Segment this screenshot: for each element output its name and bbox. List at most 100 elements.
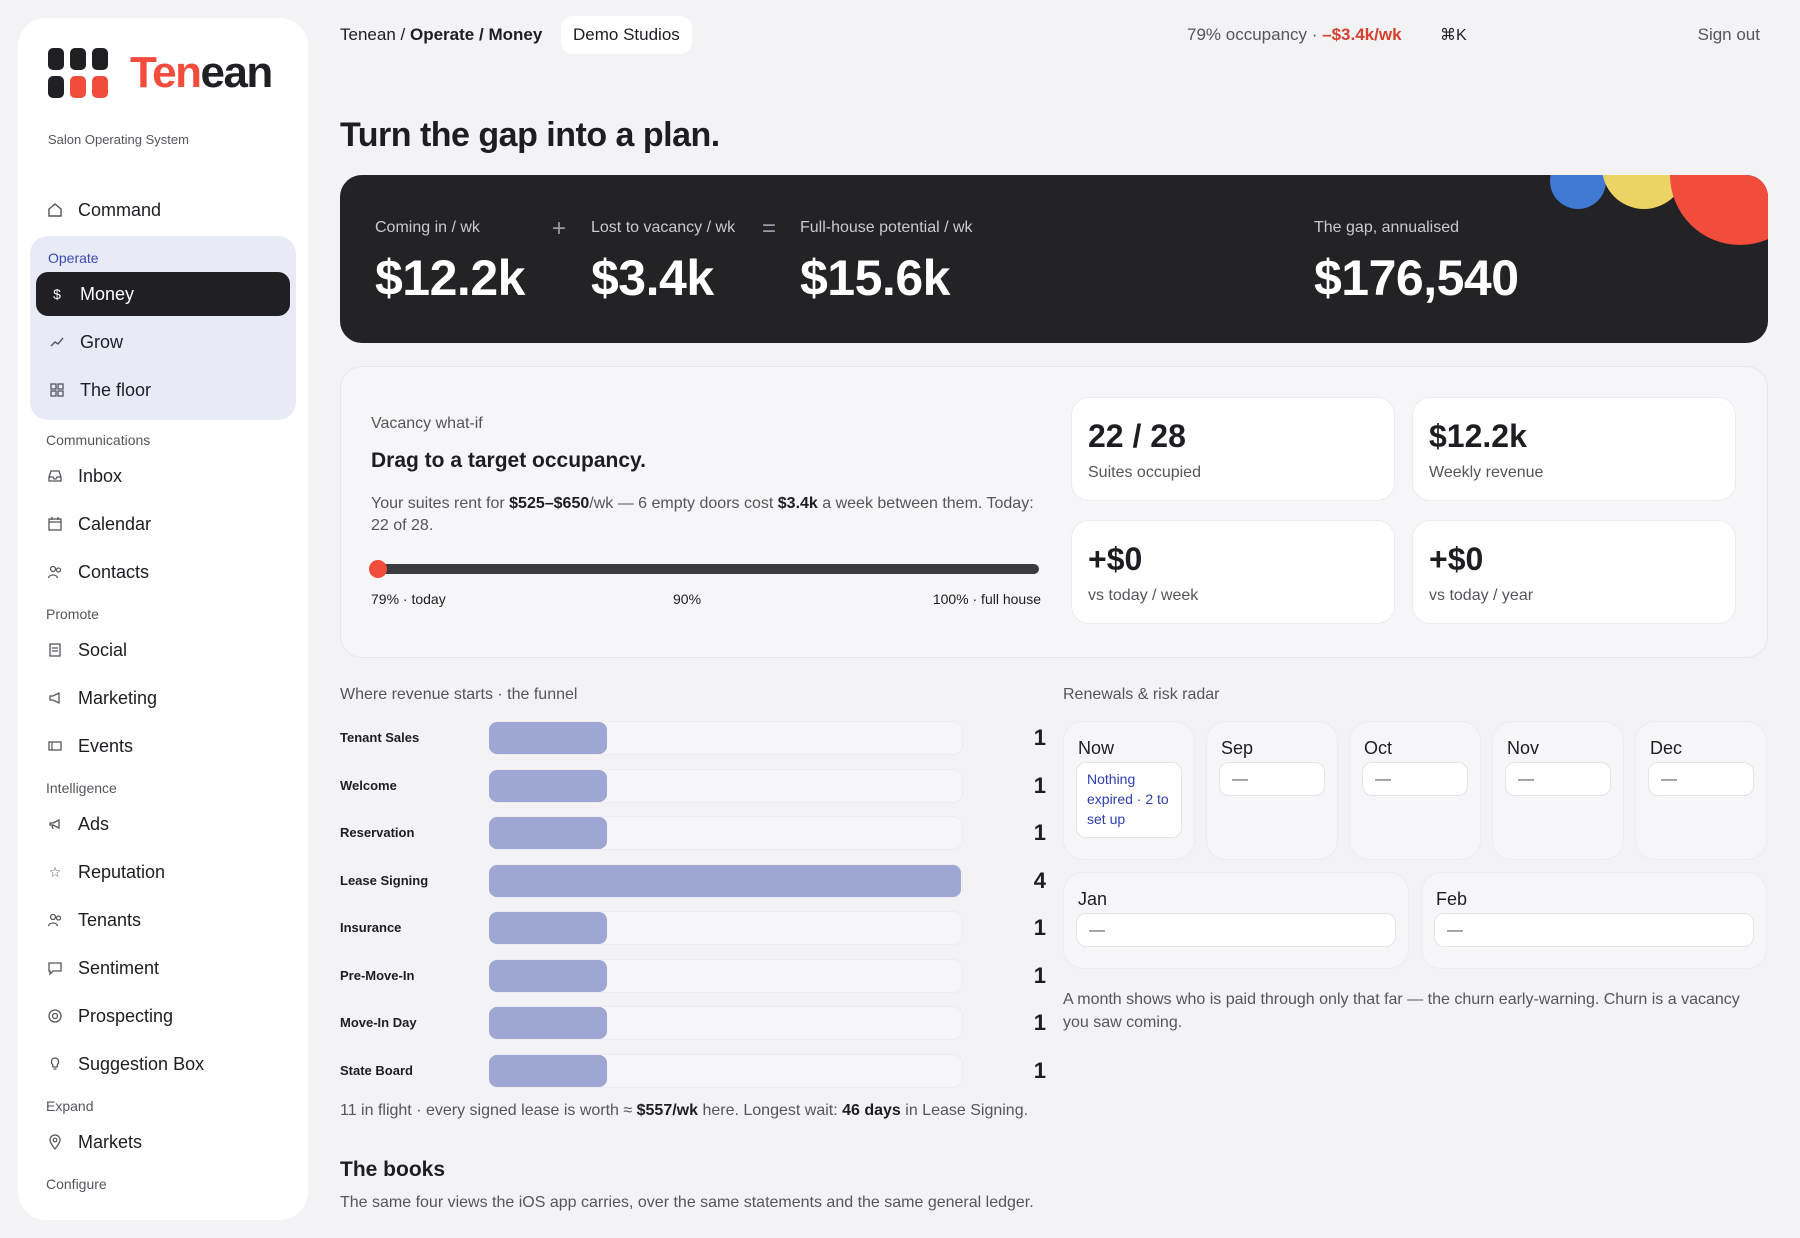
sidebar-item-markets[interactable]: Markets [30,1120,296,1164]
logo[interactable]: Tenean [48,48,273,98]
sidebar-item-the-floor[interactable]: The floor [36,368,290,412]
funnel-row[interactable]: Insurance 1 [340,911,1046,945]
topbar: Tenean / Operate / Money Demo Studios 79… [340,16,1770,56]
funnel-stage-name: Tenant Sales [340,730,420,745]
coming-in-stat: Coming in / wk $12.2k [375,219,525,307]
desc-text: a week between them. Today: 22 of 28. [371,495,1034,534]
funnel-bar [489,817,607,849]
occupancy-slider-handle[interactable] [369,560,387,578]
books-title: The books [340,1158,446,1181]
sidebar-nav: Command Operate $ Money Grow The floor C… [30,188,296,1198]
sidebar-item-calendar[interactable]: Calendar [30,502,296,546]
funnel-count: 1 [1033,915,1046,940]
section-label-promote: Promote [46,606,99,622]
lease-value: $557/wk [636,1102,699,1119]
breadcrumb: Tenean / Operate / Money [340,25,542,45]
stat-card-label: vs today / year [1429,587,1534,604]
month-name: Jan [1078,889,1108,909]
sidebar-item-label: Contacts [78,561,150,582]
longest-wait: 46 days [842,1102,901,1119]
funnel-title: Where revenue starts · the funnel [340,686,578,703]
sidebar-item-reputation[interactable]: ☆ Reputation [30,850,296,894]
sidebar-item-label: Calendar [78,513,152,534]
month-name: Oct [1364,738,1393,758]
funnel-bar [489,912,607,944]
funnel-row[interactable]: Reservation 1 [340,816,1046,850]
vacancy-what-if-panel: Vacancy what-if Drag to a target occupan… [340,366,1768,658]
breadcrumb-separator: / [478,25,484,44]
occupancy-slider[interactable] [369,560,1039,578]
studio-switcher[interactable]: Demo Studios [561,16,692,54]
renewal-month-feb[interactable]: Feb — [1421,872,1767,969]
sidebar-item-events[interactable]: Events [30,724,296,768]
note-text: in Lease Signing. [900,1102,1029,1119]
sidebar-item-label: Suggestion Box [78,1053,205,1074]
funnel-bar [489,722,607,754]
breadcrumb-root[interactable]: Tenean [340,25,396,44]
gap-summary-panel: Coming in / wk $12.2k + Lost to vacancy … [340,175,1768,343]
funnel-stage-name: Move-In Day [340,1015,417,1030]
month-value: — [1648,762,1754,796]
sidebar-item-label: Social [78,639,128,660]
renewal-month-sep[interactable]: Sep — [1206,721,1338,860]
stat-card-label: Suites occupied [1088,464,1201,481]
funnel-note: 11 in flight · every signed lease is wor… [340,1102,1028,1120]
sidebar-item-ads[interactable]: Ads [30,802,296,846]
renewals-note: A month shows who is paid through only t… [1063,991,1740,1031]
funnel-row[interactable]: Pre-Move-In 1 [340,959,1046,993]
renewal-month-nov[interactable]: Nov — [1492,721,1624,860]
bulb-icon [46,1055,64,1073]
page-title: Turn the gap into a plan. [340,116,720,154]
breadcrumb-section[interactable]: Operate [409,25,475,44]
command-palette-shortcut[interactable]: ⌘K [1440,27,1467,44]
sidebar-item-social[interactable]: Social [30,628,296,672]
plus-operator: + [552,215,567,242]
funnel-count: 1 [1033,963,1046,988]
sidebar-item-grow[interactable]: Grow [36,320,290,364]
breadcrumb-page: Money [488,25,543,44]
sidebar-item-inbox[interactable]: Inbox [30,454,296,498]
section-label-configure: Configure [46,1176,107,1192]
stat-card-value: 22 / 28 [1088,418,1186,454]
funnel-bar [489,770,607,802]
sidebar-item-marketing[interactable]: Marketing [30,676,296,720]
funnel-stage-name: Pre-Move-In [340,968,415,983]
note-text: here. Longest wait: [698,1102,843,1119]
sign-out-link[interactable]: Sign out [1697,25,1760,44]
funnel-row[interactable]: Move-In Day 1 [340,1006,1046,1040]
sidebar-item-sentiment[interactable]: Sentiment [30,946,296,990]
tick-max: 100% · full house [932,591,1041,607]
sidebar-item-contacts[interactable]: Contacts [30,550,296,594]
funnel-row[interactable]: Lease Signing 4 [340,864,1046,898]
sidebar-item-tenants[interactable]: Tenants [30,898,296,942]
funnel-row[interactable]: Tenant Sales 1 [340,721,1046,755]
sidebar-item-label: Inbox [78,465,123,486]
occupancy-status: 79% occupancy · –$3.4k/wk [1187,25,1402,45]
funnel-bar [489,865,961,897]
section-label-intelligence: Intelligence [46,780,117,796]
sidebar-item-prospecting[interactable]: Prospecting [30,994,296,1038]
renewal-month-dec[interactable]: Dec — [1635,721,1767,860]
logo-mark-icon [48,48,108,98]
funnel-count: 1 [1033,820,1046,845]
rent-range: $525–$650 [509,495,590,512]
lost-to-vacancy-label: Lost to vacancy / wk [591,219,736,236]
renewal-month-jan[interactable]: Jan — [1063,872,1409,969]
funnel-row[interactable]: Welcome 1 [340,769,1046,803]
sidebar-item-label: Command [78,199,162,220]
renewal-month-now[interactable]: Now Nothing expired · 2 to set up [1063,721,1195,860]
month-value: — [1434,913,1754,947]
stat-card-vs-week: +$0 vs today / week [1071,520,1395,624]
sidebar-item-command[interactable]: Command [30,188,296,232]
sidebar-item-suggestion-box[interactable]: Suggestion Box [30,1042,296,1086]
full-house-potential-stat: Full-house potential / wk $15.6k [800,219,973,307]
sidebar-item-label: Events [78,735,134,756]
funnel-row[interactable]: State Board 1 [340,1054,1046,1088]
note-text: 11 in flight · every signed lease is wor… [340,1102,637,1119]
stat-card-suites: 22 / 28 Suites occupied [1071,397,1395,501]
month-value: — [1219,762,1325,796]
renewal-month-oct[interactable]: Oct — [1349,721,1481,860]
sidebar-item-label: Markets [78,1131,143,1152]
grid-icon [48,381,66,399]
sidebar-item-money[interactable]: $ Money [36,272,290,316]
